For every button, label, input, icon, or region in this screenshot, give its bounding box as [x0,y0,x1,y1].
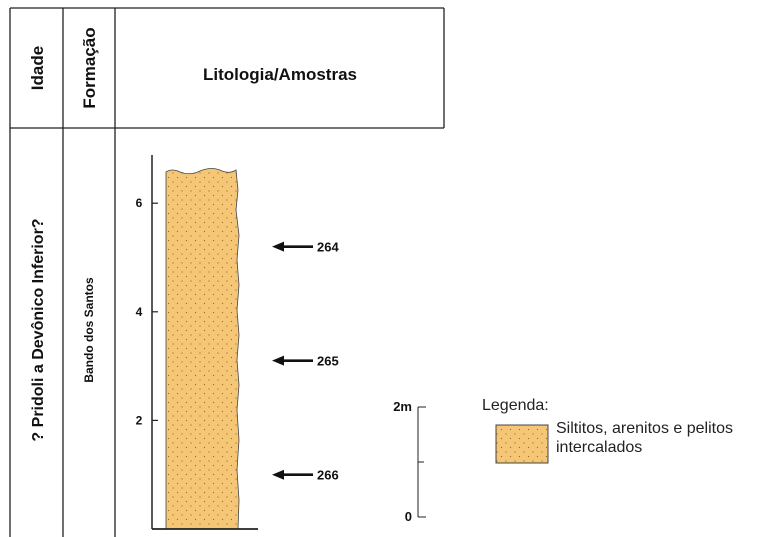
header-formation: Formação [80,27,99,108]
sample-arrow-head-265 [272,355,284,366]
formation-value: Bando dos Santos [82,277,96,383]
header-age: Idade [28,46,47,90]
sample-label-265: 265 [317,354,339,369]
legend-item-label: Siltitos, arenitos e pelitos intercalado… [556,420,733,456]
sample-label-266: 266 [317,468,339,483]
age-value: ? Pridoli a Devônico Inferior? [30,218,47,441]
depth-tick-label-6: 6 [136,196,143,210]
scale-bar [417,406,426,518]
depth-axis: 2 4 6 [136,155,258,530]
legend-swatch [495,424,549,464]
sample-label-264: 264 [317,240,339,255]
scale-bar-top-label: 2m [393,399,412,414]
header-lithology: Litologia/Amostras [203,65,357,84]
samples: 264 265 266 [272,240,339,483]
sample-arrow-head-266 [272,469,284,480]
scale-bar-bottom-label: 0 [405,509,412,524]
legend-title: Legenda: [482,397,549,414]
depth-tick-label-4: 4 [136,305,143,319]
sample-arrow-head-264 [272,241,284,252]
depth-tick-label-2: 2 [136,413,143,427]
lithology-body-siltitos [165,168,240,530]
table-grid [9,7,445,537]
